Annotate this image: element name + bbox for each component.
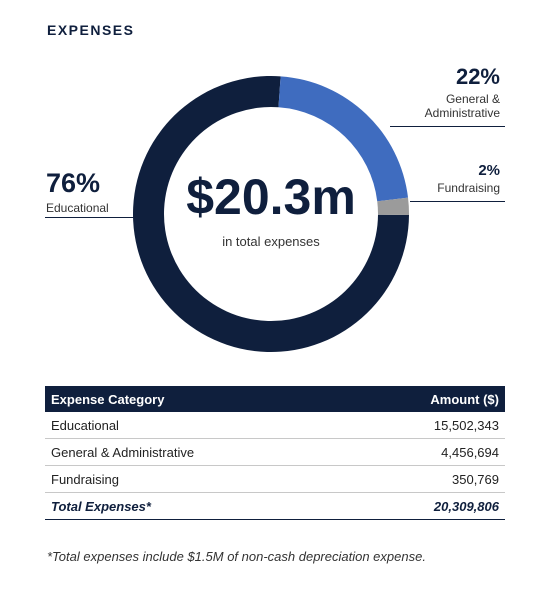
category-label: Fundraising	[437, 181, 500, 195]
slice-label: 2% Fundraising	[437, 163, 500, 195]
table-row: Fundraising 350,769	[45, 465, 505, 493]
leader-line	[45, 217, 150, 218]
table-cell: 15,502,343	[347, 412, 505, 439]
donut-slice	[278, 76, 409, 202]
slice-label: 22% General & Administrative	[390, 64, 500, 121]
table-cell: 4,456,694	[347, 438, 505, 466]
table-cell: 350,769	[347, 465, 505, 493]
table-body: Educational 15,502,343 General & Administr…	[45, 412, 505, 520]
category-label: General & Administrative	[424, 92, 500, 120]
header-cell: Expense Category	[45, 386, 348, 412]
footnote: *Total expenses include $1.5M of non-cas…	[47, 549, 426, 564]
expense-table: Expense Category Amount ($) Educational 1…	[45, 386, 505, 520]
header-cell: Amount ($)	[347, 386, 505, 412]
category-label: Educational	[46, 201, 109, 215]
value-label: 2%	[478, 162, 500, 179]
table-cell: General & Administrative	[45, 438, 348, 466]
donut-slice	[377, 197, 410, 215]
value-label: 76%	[46, 168, 101, 198]
table-row: General & Administrative 4,456,694	[45, 438, 505, 466]
chart-title: EXPENSES	[47, 22, 135, 38]
table-cell: 20,309,806	[347, 492, 505, 520]
table-cell: Fundraising	[45, 465, 348, 493]
value-label: 22%	[455, 64, 500, 89]
center-value: $20.3m	[186, 169, 356, 225]
table-cell: Educational	[45, 412, 348, 439]
table-cell: Total Expenses*	[45, 492, 348, 520]
table-row: Educational 15,502,343	[45, 412, 505, 439]
leader-line	[410, 201, 505, 202]
center-label: in total expenses	[222, 234, 320, 249]
total-row: Total Expenses* 20,309,806	[45, 492, 505, 520]
table-header: Expense Category Amount ($)	[45, 386, 505, 412]
slice-label: 76% Educational	[46, 168, 109, 216]
leader-line	[390, 126, 505, 127]
